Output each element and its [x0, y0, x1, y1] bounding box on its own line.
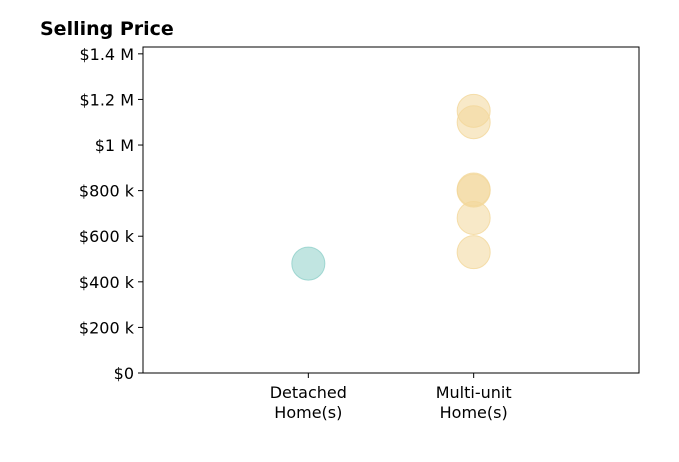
y-axis: $0 $200 k $400 k $600 k $800 k $1 M $1.2 M $1.4… — [79, 45, 143, 383]
x-tick-label: Multi-unit Home(s) — [436, 383, 512, 422]
data-point — [291, 246, 326, 281]
data-point — [456, 172, 491, 207]
y-tick-label: $400 k — [79, 273, 135, 292]
y-tick-label: $1 M — [95, 136, 134, 155]
data-points — [291, 93, 491, 281]
data-point — [456, 93, 491, 128]
y-tick-label: $0 — [114, 364, 134, 383]
plot-area-frame — [142, 46, 640, 374]
chart-title: Selling Price — [40, 18, 174, 40]
y-tick-label: $1.2 M — [79, 90, 134, 109]
y-tick-label: $600 k — [79, 227, 135, 246]
y-tick-label: $200 k — [79, 318, 135, 337]
data-point — [456, 235, 491, 270]
x-tick-label: Detached Home(s) — [270, 383, 347, 422]
x-axis: Detached Home(s) Multi-unit Home(s) — [270, 373, 512, 422]
y-tick-label: $1.4 M — [79, 45, 134, 64]
y-tick-label: $800 k — [79, 182, 135, 201]
